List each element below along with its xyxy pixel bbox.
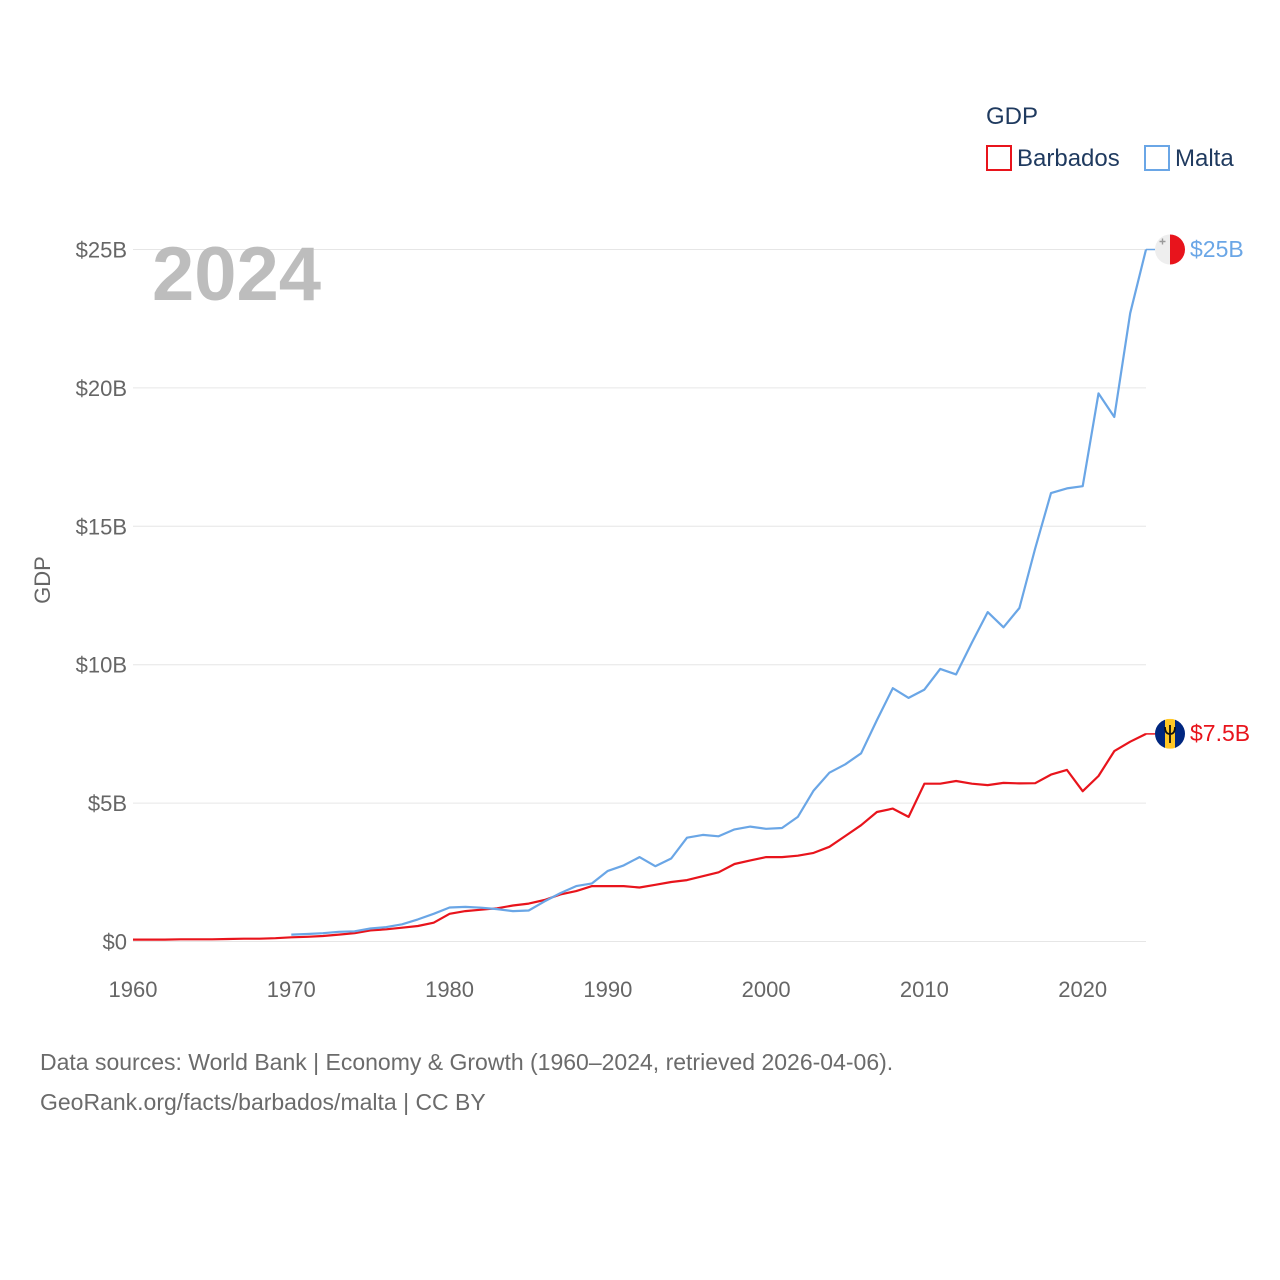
malta-end-value: $25B	[1190, 236, 1244, 262]
legend: GDP Barbados Malta	[986, 103, 1234, 172]
series-lines	[133, 248, 1155, 941]
malta-flag-icon	[1155, 234, 1185, 265]
y-tick-label: $10B	[76, 653, 127, 678]
legend-swatch-barbados	[986, 145, 1012, 171]
y-tick-label: $5B	[88, 791, 127, 816]
legend-item-barbados[interactable]: Barbados	[986, 145, 1120, 172]
y-axis-ticks: $0 $5B $10B $15B $20B $25B	[76, 238, 127, 955]
x-tick-label: 2000	[742, 977, 791, 1002]
grid-lines	[133, 249, 1146, 942]
x-tick-label: 1990	[583, 977, 632, 1002]
y-tick-label: $20B	[76, 376, 127, 401]
y-tick-label: $25B	[76, 238, 127, 263]
barbados-flag-icon	[1155, 718, 1185, 749]
legend-item-malta[interactable]: Malta	[1144, 145, 1234, 172]
y-tick-label: $0	[103, 930, 127, 955]
data-sources-text: Data sources: World Bank | Economy & Gro…	[40, 1049, 894, 1075]
year-overlay: 2024	[152, 232, 321, 317]
x-tick-label: 1980	[425, 977, 474, 1002]
legend-label-barbados: Barbados	[1017, 145, 1120, 172]
y-axis-title: GDP	[30, 556, 55, 604]
legend-label-malta: Malta	[1175, 145, 1234, 172]
series-line-malta[interactable]	[291, 249, 1148, 936]
x-axis-ticks: 1960 1970 1980 1990 2000 2010 2020	[109, 977, 1108, 1002]
y-tick-label: $15B	[76, 514, 127, 539]
footer: Data sources: World Bank | Economy & Gro…	[40, 1042, 893, 1122]
x-tick-label: 2010	[900, 977, 949, 1002]
x-tick-label: 2020	[1058, 977, 1107, 1002]
x-tick-label: 1960	[109, 977, 158, 1002]
legend-title: GDP	[986, 103, 1038, 130]
series-line-barbados[interactable]	[133, 732, 1147, 941]
gdp-line-chart: $0 $5B $10B $15B $20B $25B 1960 1970 1980 1990 20…	[30, 103, 1250, 1002]
source-link-text[interactable]: GeoRank.org/facts/barbados/malta | CC BY	[40, 1089, 486, 1115]
legend-swatch-malta	[1144, 145, 1170, 171]
x-tick-label: 1970	[267, 977, 316, 1002]
barbados-end-value: $7.5B	[1190, 720, 1250, 746]
